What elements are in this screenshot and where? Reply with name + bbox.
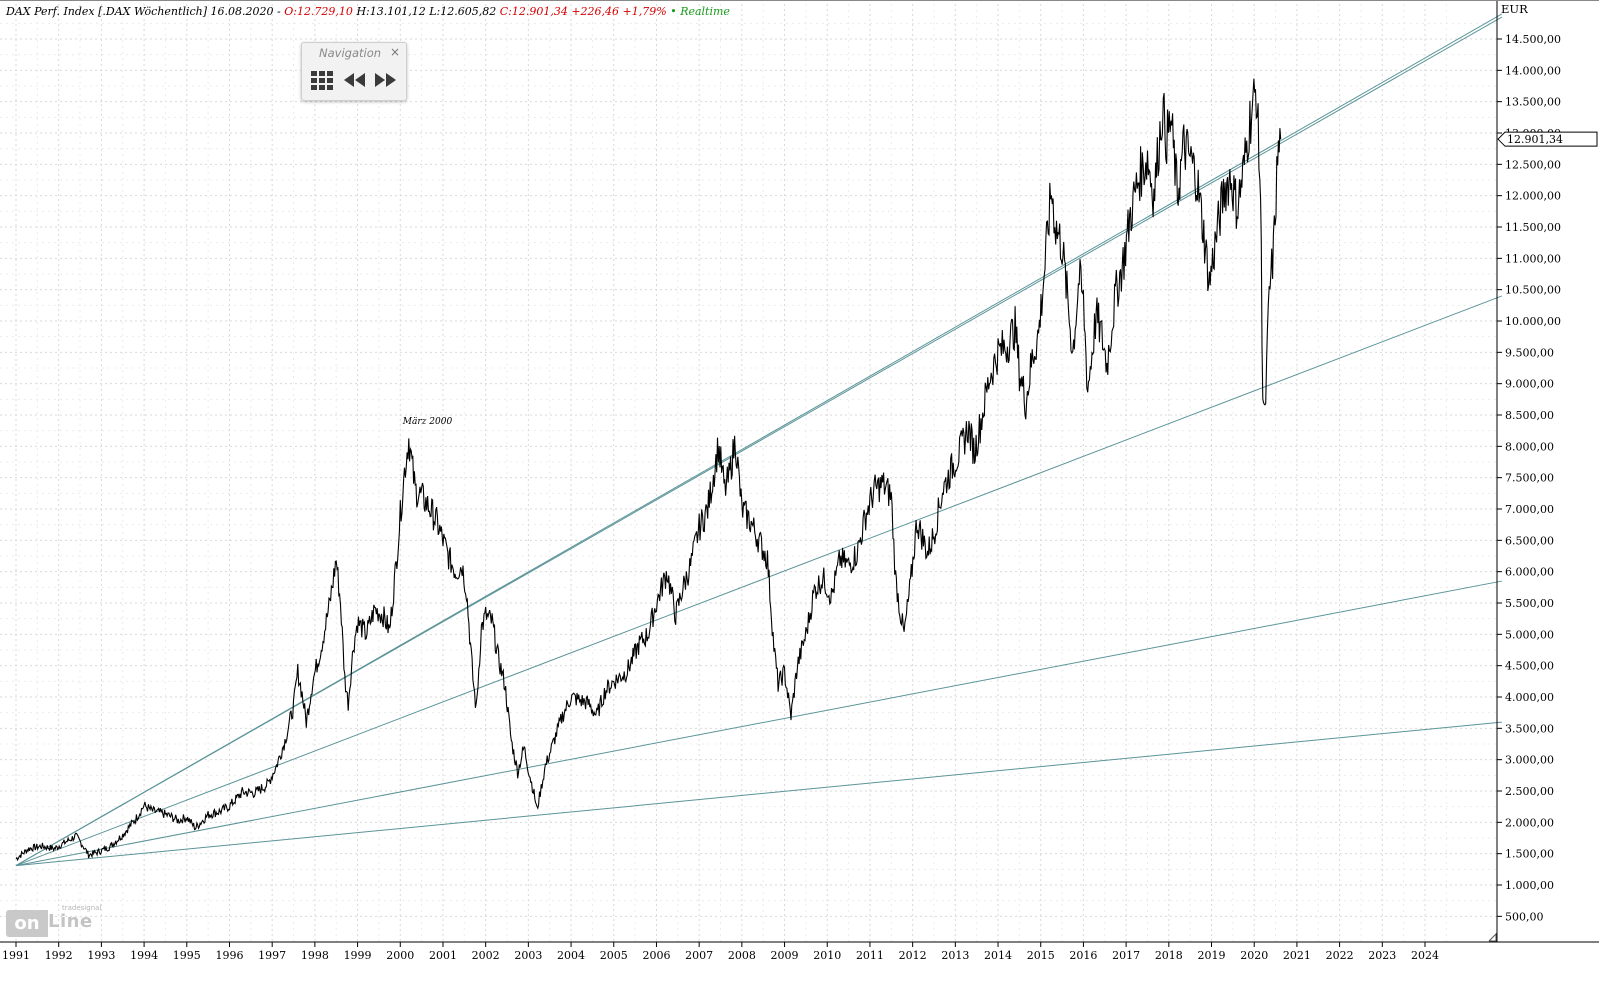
navigation-panel[interactable]: Navigation ×	[301, 42, 407, 101]
trendlines	[15, 13, 1503, 867]
y-tick-label: 11.500,00	[1505, 221, 1561, 234]
rewind-button[interactable]	[342, 70, 368, 92]
y-tick-label: 3.500,00	[1505, 722, 1554, 735]
y-tick-label: 9.000,00	[1505, 378, 1554, 391]
trendline	[15, 721, 1502, 867]
x-tick-label: 2016	[1069, 949, 1097, 962]
y-tick-label: 1.000,00	[1505, 879, 1554, 892]
fast-forward-button[interactable]	[372, 70, 398, 92]
x-tick-label: 2019	[1198, 949, 1226, 962]
x-tick-label: 2005	[600, 949, 628, 962]
high-value: H:13.101,12	[356, 5, 426, 18]
x-tick-label: 1999	[344, 949, 372, 962]
x-tick-label: 2014	[984, 949, 1012, 962]
x-tick-label: 2015	[1027, 949, 1055, 962]
y-tick-label: 5.500,00	[1505, 597, 1554, 610]
y-tick-label: 4.500,00	[1505, 660, 1554, 673]
y-tick-label: 13.500,00	[1505, 96, 1561, 109]
x-tick-label: 2007	[685, 949, 713, 962]
y-tick-label: 6.000,00	[1505, 566, 1554, 579]
x-tick-label: 1995	[173, 949, 201, 962]
x-tick-label: 2001	[429, 949, 457, 962]
y-tick-label: 4.000,00	[1505, 691, 1554, 704]
grid-icon	[311, 71, 333, 90]
realtime-status: • Realtime	[670, 5, 730, 18]
logo-small-text: tradesignal	[62, 904, 102, 912]
y-tick-label: 14.500,00	[1505, 33, 1561, 46]
x-tick-label: 2003	[514, 949, 542, 962]
x-tick-label: 2022	[1326, 949, 1354, 962]
x-tick-label: 2011	[856, 949, 884, 962]
x-tick-label: 2002	[472, 949, 500, 962]
y-tick-label: 8.500,00	[1505, 409, 1554, 422]
x-tick-label: 1997	[258, 949, 286, 962]
x-tick-label: 1994	[130, 949, 158, 962]
y-tick-label: 2.500,00	[1505, 785, 1554, 798]
y-unit-label: EUR	[1501, 2, 1528, 16]
low-value: L:12.605,82	[429, 5, 497, 18]
y-tick-label: 11.000,00	[1505, 252, 1561, 265]
x-tick-label: 2021	[1283, 949, 1311, 962]
y-tick-label: 500,00	[1505, 910, 1544, 923]
close-icon[interactable]: ×	[389, 45, 400, 59]
x-tick-label: 2004	[557, 949, 585, 962]
instrument-label: DAX Perf. Index [.DAX Wöchentlich] 16.08…	[6, 5, 281, 18]
logo-on: on	[6, 910, 48, 937]
x-tick-label: 2013	[941, 949, 969, 962]
logo-line: Line	[48, 911, 93, 932]
trendline	[15, 13, 1503, 867]
tradesignal-logo: tradesignal on Line	[6, 904, 106, 938]
chart-header: DAX Perf. Index [.DAX Wöchentlich] 16.08…	[6, 5, 730, 18]
y-tick-label: 9.500,00	[1505, 346, 1554, 359]
resize-corner-icon	[1488, 932, 1497, 942]
y-tick-label: 8.000,00	[1505, 440, 1554, 453]
y-tick-label: 7.000,00	[1505, 503, 1554, 516]
annotation-label: März 2000	[402, 417, 453, 427]
last-price-marker	[1497, 131, 1598, 147]
y-tick-label: 2.000,00	[1505, 816, 1554, 829]
grid	[0, 4, 1497, 942]
trendline	[15, 295, 1503, 867]
trendline	[15, 580, 1502, 867]
x-tick-label: 2000	[386, 949, 414, 962]
x-tick-label: 1992	[45, 949, 73, 962]
price-series	[15, 78, 1282, 862]
y-tick-label: 7.500,00	[1505, 472, 1554, 485]
fast-forward-icon	[375, 73, 396, 87]
x-tick-label: 2012	[899, 949, 927, 962]
last-price-label: 12.901,34	[1507, 133, 1563, 146]
x-tick-label: 2006	[642, 949, 670, 962]
x-tick-label: 2017	[1112, 949, 1140, 962]
rewind-icon	[344, 73, 365, 87]
x-tick-label: 2010	[813, 949, 841, 962]
y-tick-label: 6.500,00	[1505, 534, 1554, 547]
y-tick-label: 3.000,00	[1505, 754, 1554, 767]
x-tick-label: 2009	[771, 949, 799, 962]
y-tick-label: 10.500,00	[1505, 284, 1561, 297]
x-tick-label: 1991	[2, 949, 30, 962]
y-tick-label: 10.000,00	[1505, 315, 1561, 328]
navigation-title: Navigation	[319, 46, 382, 60]
y-tick-label: 5.000,00	[1505, 628, 1554, 641]
x-tick-label: 1993	[87, 949, 115, 962]
y-tick-label: 12.500,00	[1505, 158, 1561, 171]
axes: 14.500,0014.000,0013.500,0013.000,0012.5…	[0, 0, 1599, 962]
y-tick-label: 1.500,00	[1505, 848, 1554, 861]
x-tick-label: 1996	[215, 949, 243, 962]
grid-menu-button[interactable]	[310, 70, 336, 92]
price-line	[15, 78, 1282, 862]
x-tick-label: 2018	[1155, 949, 1183, 962]
close-value: C:12.901,34 +226,46 +1,79%	[499, 5, 667, 18]
y-tick-label: 12.000,00	[1505, 190, 1561, 203]
x-tick-label: 2020	[1240, 949, 1268, 962]
annotations: März 2000	[402, 417, 453, 427]
x-tick-label: 2023	[1368, 949, 1396, 962]
x-tick-label: 2008	[728, 949, 756, 962]
x-tick-label: 2024	[1411, 949, 1439, 962]
y-tick-label: 14.000,00	[1505, 64, 1561, 77]
open-value: O:12.729,10	[284, 5, 353, 18]
x-tick-label: 1998	[301, 949, 329, 962]
